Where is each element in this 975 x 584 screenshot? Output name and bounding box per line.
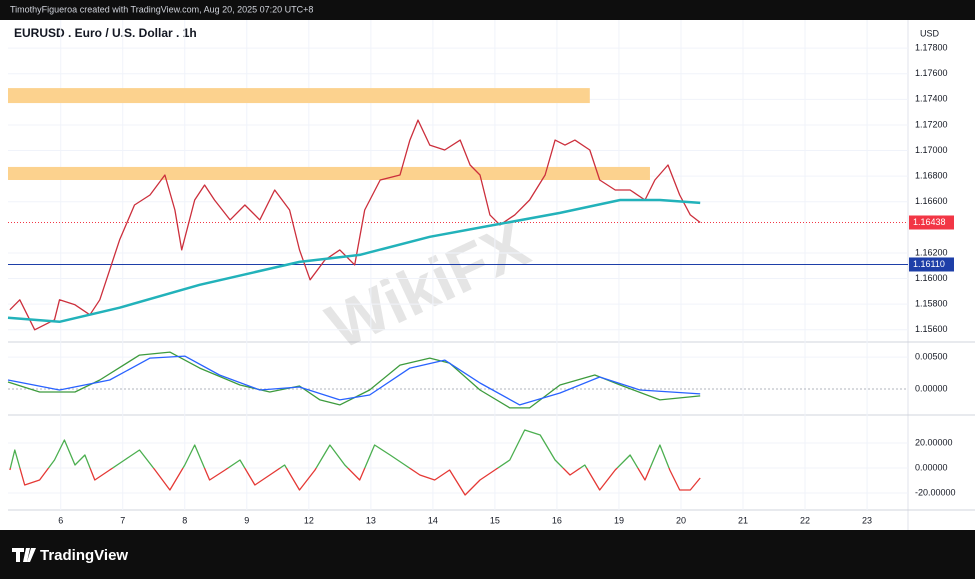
x-tick-label: 13	[366, 515, 376, 525]
x-tick-label: 7	[120, 515, 125, 525]
zone	[8, 166, 650, 180]
header-bar	[0, 0, 975, 20]
footer-brand: TradingView	[40, 547, 128, 564]
x-tick-label: 23	[862, 515, 872, 525]
footer-bar	[0, 530, 975, 579]
y-tick-label: 1.16000	[915, 273, 948, 283]
tv-logo	[12, 548, 36, 562]
x-tick-label: 21	[738, 515, 748, 525]
x-tick-label: 8	[182, 515, 187, 525]
y-tick-label: -20.00000	[915, 487, 956, 497]
y-tick-label: 1.16200	[915, 247, 948, 257]
x-tick-label: 16	[552, 515, 562, 525]
moving-average	[7, 198, 701, 324]
y-tick-label: 1.17400	[915, 94, 948, 104]
y-tick-label: 1.17600	[915, 68, 948, 78]
y-tick-label: 0.00000	[915, 383, 948, 393]
price-label-bg	[909, 215, 954, 230]
y-tick-label: 1.15800	[915, 299, 948, 309]
y-tick-label: 1.16600	[915, 196, 948, 206]
oscillator-line	[9, 468, 701, 496]
x-tick-label: 12	[304, 515, 314, 525]
y-tick-label: 1.15600	[915, 324, 948, 334]
price-line-series	[9, 119, 701, 331]
x-tick-label: 14	[428, 515, 438, 525]
y-tick-label: 0.00500	[915, 351, 948, 361]
price-label-bg	[909, 257, 954, 272]
x-tick-label: 6	[58, 515, 63, 525]
x-tick-label: 22	[800, 515, 810, 525]
y-tick-label: 1.17800	[915, 43, 948, 53]
oscillator-line	[9, 429, 670, 468]
chart-title: EURUSD . Euro / U.S. Dollar . 1h	[14, 26, 197, 40]
y-tick-label: 0.00000	[915, 462, 948, 472]
y-tick-label: 1.17200	[915, 119, 948, 129]
y-tick-label: 1.16800	[915, 171, 948, 181]
currency: USD	[920, 28, 940, 38]
y-tick-label: 1.17000	[915, 145, 948, 155]
x-tick-label: 9	[244, 515, 249, 525]
x-tick-label: 20	[676, 515, 686, 525]
price-label: 1.16438	[913, 217, 946, 227]
x-tick-label: 15	[490, 515, 500, 525]
zone	[8, 88, 590, 104]
x-tick-label: 19	[614, 515, 624, 525]
y-tick-label: 20.00000	[915, 437, 953, 447]
macd-line	[7, 355, 701, 406]
header-text: TimothyFigueroa created with TradingView…	[10, 4, 313, 14]
macd-line	[7, 351, 701, 409]
watermark: WikiFX	[316, 208, 540, 363]
price-label: 1.16110	[913, 259, 945, 269]
